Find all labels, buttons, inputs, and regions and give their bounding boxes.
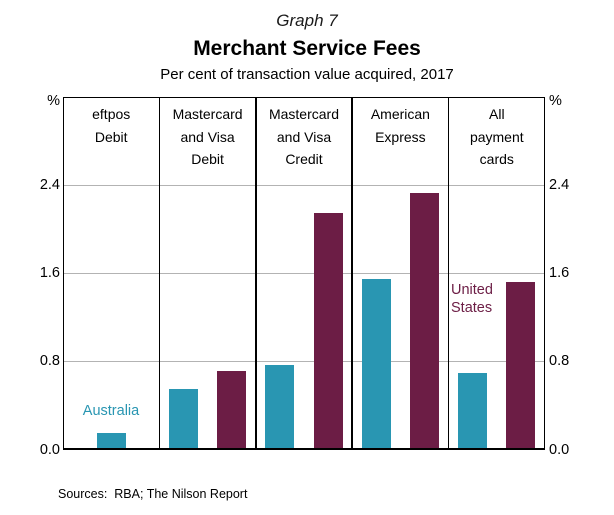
y-axis-tick-left-2.4: 2.4 xyxy=(39,176,60,193)
y-axis-tick-left-0.0: 0.0 xyxy=(39,441,60,458)
panel-header-line: and Visa xyxy=(180,128,235,145)
panel-header-line: payment xyxy=(469,128,524,145)
bar-australia-american-express xyxy=(361,279,391,450)
bar-australia-eftpos-debit xyxy=(96,433,126,450)
y-axis-unit-left: % xyxy=(47,93,60,109)
y-axis-tick-right-1.6: 1.6 xyxy=(549,265,570,281)
graph-number: Graph 7 xyxy=(276,11,338,30)
panel-header-american-express: American Express xyxy=(352,97,448,148)
panel-header-line: Credit xyxy=(285,151,323,167)
panel-divider-2 xyxy=(255,97,257,450)
series-label-united-states: United States xyxy=(451,282,493,316)
panel-header-eftpos-debit: eftpos Debit xyxy=(63,97,159,148)
y-axis-tick-right-0.8: 0.8 xyxy=(549,353,570,370)
panel-header-line: Debit xyxy=(94,128,128,145)
panel-header-line: eftpos xyxy=(92,106,131,122)
bar-united-states-american-express xyxy=(410,192,439,450)
panel-header-line: Express xyxy=(375,128,426,145)
bar-united-states-mastercard-and-visa-credit xyxy=(313,212,343,450)
plot-area: Australia United States eftpos Debit Maste… xyxy=(63,97,545,450)
y-axis-unit-right: % xyxy=(549,93,562,109)
panel-divider-3 xyxy=(351,97,353,450)
panel-divider-4 xyxy=(447,97,450,450)
panel-header-line: Debit xyxy=(191,151,224,167)
panel-header-line: All xyxy=(489,106,505,122)
bar-australia-all-payment-cards xyxy=(458,372,488,450)
panel-header-mastercard-and-visa-credit: Mastercard and Visa Credit xyxy=(256,97,352,171)
gridline-1.6 xyxy=(63,272,545,275)
bar-australia-mastercard-and-visa-debit xyxy=(169,389,198,450)
y-axis-tick-left-0.8: 0.8 xyxy=(39,353,60,370)
panel-header-line: cards xyxy=(479,151,514,167)
bar-united-states-mastercard-and-visa-debit xyxy=(217,370,247,450)
gridline-0.8 xyxy=(63,361,545,363)
panel-header-mastercard-and-visa-debit: Mastercard and Visa Debit xyxy=(159,97,255,171)
y-axis-tick-right-2.4: 2.4 xyxy=(549,176,570,193)
plot-frame xyxy=(63,97,545,450)
panel-divider-1 xyxy=(158,97,161,450)
gridline-2.4 xyxy=(63,184,545,186)
panel-header-line: American xyxy=(370,106,430,122)
y-axis-tick-left-1.6: 1.6 xyxy=(39,265,60,281)
panel-header-line: Mastercard xyxy=(172,106,243,122)
panel-header-line: Mastercard xyxy=(268,106,339,122)
chart-subtitle: Per cent of transaction value acquired, … xyxy=(160,66,454,83)
bar-australia-mastercard-and-visa-credit xyxy=(265,365,295,450)
panel-header-all-payment-cards: All payment cards xyxy=(449,97,545,171)
series-label-australia: Australia xyxy=(82,403,140,419)
chart-title: Merchant Service Fees xyxy=(193,37,421,60)
panel-header-line: and Visa xyxy=(276,128,332,145)
sources-note: Sources: RBA; The Nilson Report xyxy=(58,487,248,501)
y-axis-tick-right-0.0: 0.0 xyxy=(549,441,570,458)
bar-united-states-all-payment-cards xyxy=(506,282,536,450)
